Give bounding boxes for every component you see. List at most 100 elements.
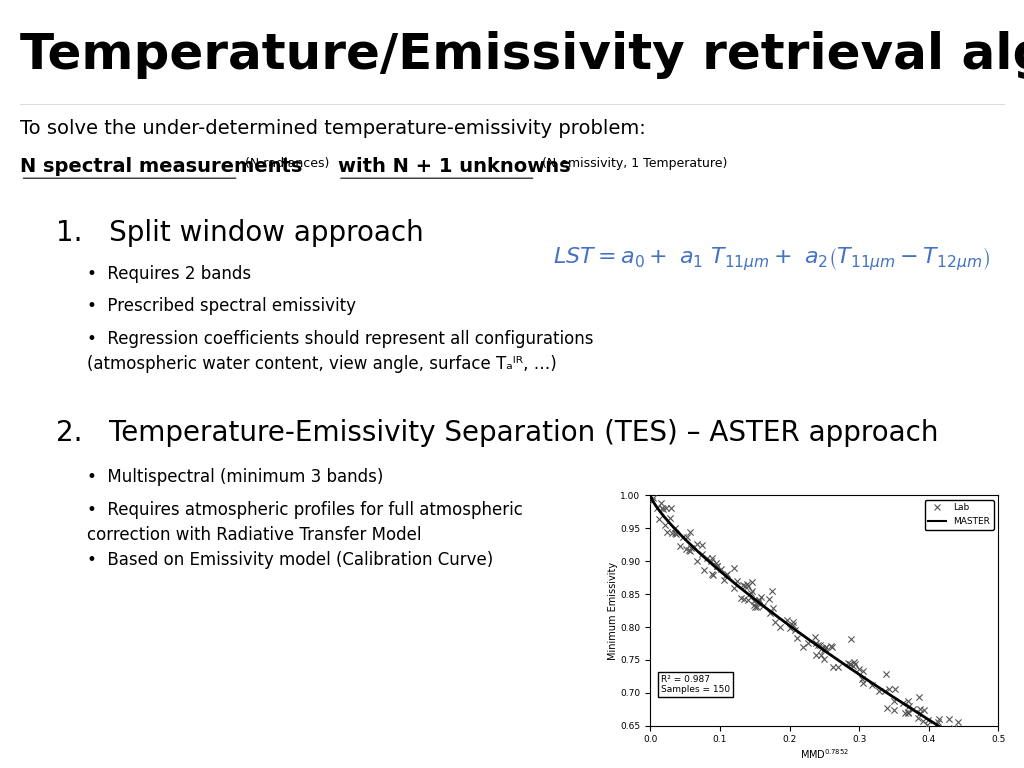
Point <box>824 661 841 674</box>
Point <box>919 719 935 731</box>
Text: •  Requires atmospheric profiles for full atmospheric
correction with Radiative : • Requires atmospheric profiles for full… <box>87 501 523 544</box>
Point <box>810 639 826 651</box>
Point <box>767 616 783 628</box>
Point <box>829 661 846 674</box>
Point <box>702 555 719 568</box>
Point <box>930 716 946 728</box>
Point <box>755 600 771 612</box>
Point <box>879 701 895 713</box>
Point <box>887 684 903 696</box>
Point <box>808 649 824 661</box>
Point <box>966 750 982 762</box>
Point <box>682 526 698 538</box>
Point <box>667 527 683 539</box>
Point <box>694 539 711 551</box>
Point <box>910 712 927 724</box>
Point <box>817 642 834 654</box>
Point <box>795 641 811 654</box>
Point <box>765 602 781 614</box>
Point <box>939 729 955 741</box>
Point <box>901 700 918 712</box>
Point <box>739 578 756 591</box>
Point <box>933 724 949 737</box>
Point <box>959 743 976 756</box>
Point <box>812 638 828 650</box>
Point <box>751 594 767 606</box>
Point <box>950 715 967 727</box>
Point <box>716 574 732 586</box>
Point <box>764 584 780 597</box>
Text: •  Requires 2 bands: • Requires 2 bands <box>87 265 251 283</box>
Point <box>912 724 929 737</box>
Point <box>842 658 858 670</box>
Point <box>790 632 806 644</box>
Point <box>668 528 684 540</box>
Point <box>965 735 981 747</box>
Point <box>678 543 694 555</box>
Point <box>753 591 769 604</box>
Point <box>964 737 980 750</box>
Point <box>662 512 678 525</box>
Point <box>912 707 929 719</box>
Text: 2.   Temperature-Emissivity Separation (TES) – ASTER approach: 2. Temperature-Emissivity Separation (TE… <box>56 419 939 446</box>
Point <box>709 561 725 573</box>
Point <box>786 624 803 636</box>
Point <box>737 580 754 592</box>
Point <box>682 545 698 557</box>
Point <box>718 568 734 581</box>
Point <box>657 519 674 531</box>
Point <box>751 594 767 607</box>
Point <box>822 641 839 653</box>
Point <box>719 568 735 581</box>
Point <box>650 513 667 525</box>
Point <box>814 641 830 654</box>
Point <box>746 599 763 611</box>
Point <box>808 637 824 649</box>
Point <box>705 569 721 581</box>
Text: To solve the under-determined temperature-emissivity problem:: To solve the under-determined temperatur… <box>20 119 646 138</box>
Point <box>886 695 902 707</box>
Point <box>703 551 720 564</box>
Point <box>957 740 974 753</box>
Point <box>850 663 866 675</box>
Point <box>672 540 688 552</box>
Point <box>743 576 760 588</box>
Point <box>696 564 713 576</box>
Point <box>967 743 983 755</box>
Point <box>708 557 724 569</box>
Point <box>817 641 834 653</box>
Point <box>845 660 861 672</box>
Point <box>681 545 697 557</box>
Point <box>679 531 695 544</box>
Point <box>726 562 742 574</box>
Point <box>900 707 916 719</box>
Point <box>746 594 763 607</box>
Point <box>946 722 963 734</box>
Point <box>895 697 911 709</box>
Point <box>915 703 932 716</box>
Point <box>772 621 788 634</box>
Point <box>709 560 725 572</box>
Text: R² = 0.987
Samples = 150: R² = 0.987 Samples = 150 <box>660 675 730 694</box>
Point <box>877 685 893 697</box>
Point <box>703 568 720 580</box>
Point <box>664 528 680 540</box>
Point <box>910 690 927 703</box>
Point <box>842 658 858 670</box>
Point <box>689 538 706 550</box>
Point <box>932 730 948 743</box>
Point <box>694 548 711 560</box>
Point <box>815 644 831 656</box>
Point <box>667 522 683 535</box>
Point <box>761 593 777 605</box>
Point <box>784 617 801 629</box>
Point <box>649 502 666 514</box>
Point <box>735 579 752 591</box>
Point <box>921 714 937 727</box>
Point <box>733 591 750 604</box>
Point <box>886 704 902 717</box>
Point <box>870 685 887 697</box>
Point <box>843 632 859 644</box>
Point <box>846 656 862 668</box>
Point <box>750 597 766 609</box>
